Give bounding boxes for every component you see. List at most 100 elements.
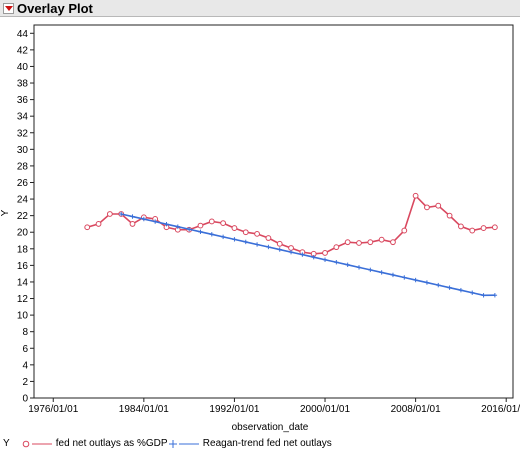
x-axis-label: observation_date	[232, 422, 309, 433]
data-point-fed-outlays	[435, 202, 442, 209]
y-tick-label: 24	[17, 195, 29, 206]
y-tick-label: 6	[22, 344, 28, 355]
data-point-reagan-trend	[424, 280, 430, 285]
data-point-reagan-trend	[356, 265, 362, 270]
data-point-reagan-trend	[130, 214, 135, 219]
data-point-fed-outlays	[333, 244, 340, 251]
plus-line-marker-icon	[169, 440, 199, 448]
x-tick-label: 2008/01/01	[391, 404, 441, 415]
data-point-fed-outlays	[95, 221, 102, 227]
data-point-reagan-trend	[481, 293, 486, 298]
y-tick-label: 22	[17, 211, 29, 222]
data-point-reagan-trend	[254, 242, 260, 247]
data-point-reagan-trend	[345, 262, 350, 267]
data-point-fed-outlays	[480, 225, 487, 231]
data-point-reagan-trend	[322, 257, 328, 262]
data-point-fed-outlays	[254, 230, 260, 237]
legend-item-fed-outlays-label: fed net outlays as %GDP	[55, 438, 168, 449]
series-layer	[84, 192, 498, 298]
x-tick-label: 2000/01/01	[300, 404, 350, 415]
y-tick-label: 10	[17, 311, 29, 322]
data-point-fed-outlays	[378, 236, 385, 243]
data-point-reagan-trend	[379, 270, 384, 275]
data-point-reagan-trend	[243, 239, 248, 245]
data-point-fed-outlays	[446, 212, 453, 219]
data-point-reagan-trend	[368, 267, 373, 273]
y-axis: 0246810121416182022242628303234363840424…	[17, 29, 34, 405]
x-tick-label: 1984/01/01	[119, 404, 169, 415]
data-point-reagan-trend	[413, 277, 418, 283]
legend-item-reagan-trend[interactable]: Reagan-trend fed net outlays	[168, 436, 332, 453]
y-tick-label: 28	[17, 161, 29, 172]
plot-frame	[33, 24, 514, 399]
data-point-fed-outlays	[288, 245, 294, 251]
data-point-reagan-trend	[288, 249, 294, 255]
data-point-reagan-trend	[458, 287, 464, 293]
y-tick-label: 4	[22, 360, 28, 371]
data-point-fed-outlays	[242, 229, 249, 236]
data-point-reagan-trend	[266, 244, 271, 250]
data-point-fed-outlays	[458, 223, 464, 230]
data-point-reagan-trend	[492, 293, 498, 298]
y-tick-label: 12	[17, 294, 29, 305]
y-tick-label: 0	[22, 394, 28, 405]
data-point-fed-outlays	[231, 225, 238, 231]
data-point-reagan-trend	[436, 282, 441, 288]
y-tick-label: 42	[17, 45, 29, 56]
data-point-reagan-trend	[175, 224, 181, 229]
data-point-fed-outlays	[322, 250, 328, 256]
data-point-reagan-trend	[447, 285, 452, 290]
data-point-reagan-trend	[164, 221, 169, 227]
overlay-plot-chart: 0246810121416182022242628303234363840424…	[0, 24, 520, 433]
legend-y-label: Y	[3, 438, 10, 449]
data-point-fed-outlays	[106, 211, 113, 217]
data-point-reagan-trend	[198, 229, 203, 235]
y-axis-label: Y	[0, 209, 11, 216]
legend-item-reagan-trend-label: Reagan-trend fed net outlays	[202, 438, 332, 449]
collapse-toggle-icon[interactable]	[3, 3, 14, 14]
x-tick-label: 1992/01/01	[209, 404, 259, 415]
y-tick-label: 14	[17, 277, 29, 288]
data-point-reagan-trend	[186, 227, 192, 232]
data-point-fed-outlays	[412, 192, 419, 199]
data-point-reagan-trend	[209, 232, 214, 237]
data-point-reagan-trend	[141, 216, 147, 222]
series-line-reagan-trend	[121, 213, 495, 297]
data-point-fed-outlays	[84, 224, 91, 231]
data-point-reagan-trend	[300, 252, 305, 257]
data-point-fed-outlays	[276, 240, 283, 247]
y-tick-label: 18	[17, 244, 29, 255]
data-point-fed-outlays	[390, 239, 396, 246]
data-point-fed-outlays	[469, 227, 476, 234]
y-tick-label: 36	[17, 95, 29, 106]
data-point-reagan-trend	[470, 290, 475, 295]
data-point-reagan-trend	[311, 254, 316, 260]
y-tick-label: 26	[17, 178, 29, 189]
data-point-reagan-trend	[118, 211, 124, 217]
data-point-fed-outlays	[344, 239, 351, 246]
data-point-reagan-trend	[277, 247, 282, 252]
y-tick-label: 8	[22, 327, 28, 338]
legend-item-fed-outlays[interactable]: fed net outlays as %GDP	[21, 436, 168, 453]
x-axis: 1976/01/01 1984/01/01 1992/01/01 2000/01/01…	[28, 398, 520, 415]
data-point-fed-outlays	[424, 204, 430, 211]
y-tick-label: 38	[17, 79, 29, 90]
data-point-fed-outlays	[356, 240, 362, 246]
y-tick-label: 16	[17, 261, 29, 272]
y-tick-label: 44	[17, 29, 29, 40]
panel-header: Overlay Plot	[0, 0, 520, 17]
data-point-fed-outlays	[367, 239, 374, 246]
data-point-reagan-trend	[152, 219, 158, 224]
legend: Y fed net outlays as %GDP Reagan-trend f…	[0, 436, 520, 452]
y-tick-label: 2	[22, 377, 28, 388]
y-tick-label: 40	[17, 62, 29, 73]
x-tick-label: 2016/01/01	[481, 404, 520, 415]
data-point-fed-outlays	[265, 235, 272, 241]
y-tick-label: 30	[17, 145, 29, 156]
data-point-reagan-trend	[232, 237, 237, 242]
data-point-fed-outlays	[401, 227, 408, 234]
data-point-reagan-trend	[334, 260, 339, 265]
y-tick-label: 20	[17, 228, 29, 239]
x-tick-label: 1976/01/01	[28, 404, 78, 415]
circle-line-marker-icon	[22, 440, 52, 448]
